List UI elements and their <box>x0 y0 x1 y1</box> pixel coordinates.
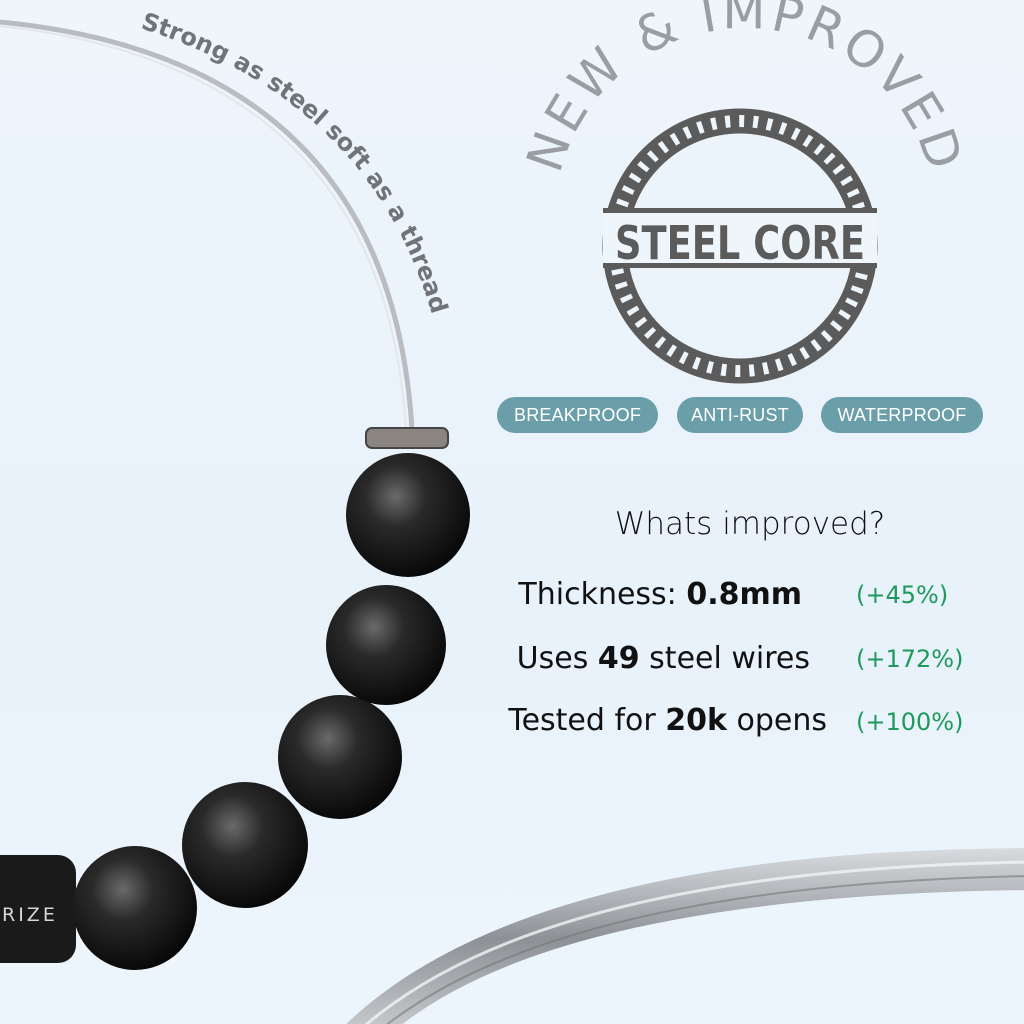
feature-badge-breakproof: BREAKPROOF <box>497 397 658 433</box>
tagline: Strong as steel soft as a thread <box>138 7 453 317</box>
feature-badge-waterproof: WATERPROOF <box>821 397 983 433</box>
wire-end-cap <box>365 427 449 449</box>
improvement-row-wires: Uses 49 steel wires <box>516 641 810 676</box>
improvement-gain: (+100%) <box>856 708 964 736</box>
badge-center-text: STEEL CORE <box>615 216 865 270</box>
bead <box>346 453 470 577</box>
bead <box>326 585 446 705</box>
improvement-row-tested: Tested for 20k opens <box>508 703 827 738</box>
beads <box>73 453 470 970</box>
improvement-gain: (+172%) <box>856 645 964 673</box>
bead <box>73 846 197 970</box>
feature-badge-anti-rust: ANTI-RUST <box>677 397 803 433</box>
improvement-row-thickness: Thickness: 0.8mm <box>518 577 802 612</box>
clasp-brand: RIZE <box>2 904 58 926</box>
clasp <box>0 855 76 963</box>
steel-core-badge: STEEL CORE <box>602 108 878 384</box>
improvement-gain: (+45%) <box>856 581 949 609</box>
steel-wire <box>0 19 415 431</box>
bead <box>182 782 308 908</box>
steel-cable <box>346 848 1024 1024</box>
badge-arc-text: NEW & IMPROVED <box>516 0 975 180</box>
bead <box>278 695 402 819</box>
improvements-heading: Whats improved? <box>614 506 886 542</box>
